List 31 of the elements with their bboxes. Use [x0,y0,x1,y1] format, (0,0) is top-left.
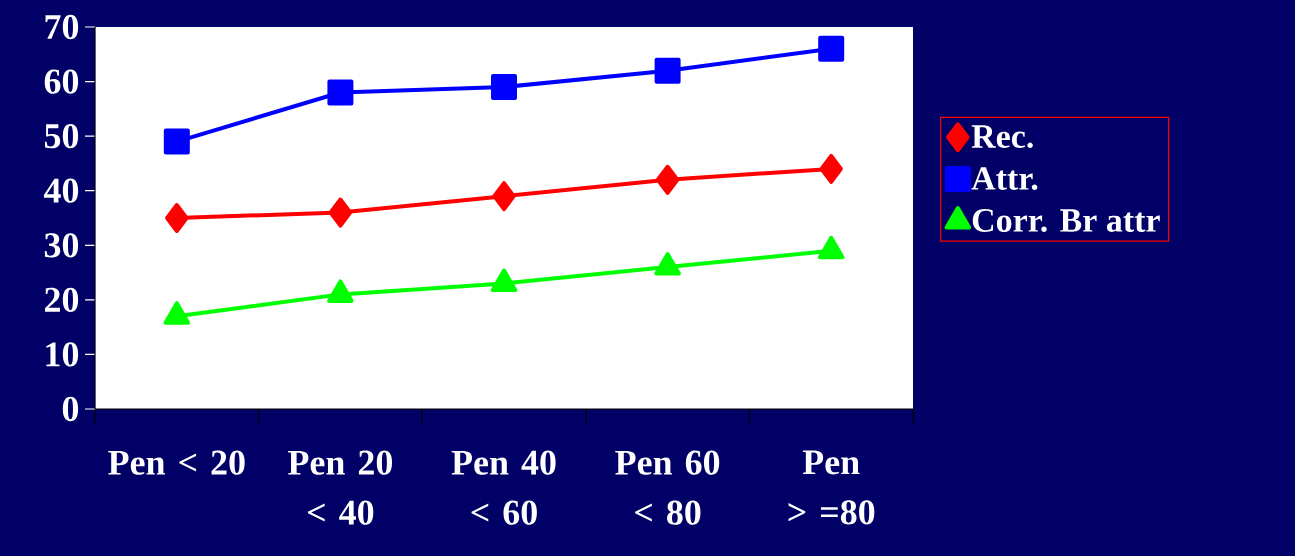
legend-label: Corr. Br attr [972,209,1160,233]
x-tick-label: Pen > =80 [788,450,875,525]
point [491,74,518,101]
point [492,181,516,212]
y-tick-label: 70 [45,14,79,40]
y-tick-label: 50 [44,124,79,149]
x-tick-label: Pen 40 < 60 [451,450,556,525]
point [817,235,845,260]
legend-label: Rec. [971,125,1033,149]
point [490,268,518,292]
y-tick-label: 0 [62,396,79,422]
x-tick-label: Pen < 20 [108,450,245,475]
point [654,57,681,84]
y-tick-label: 10 [46,342,79,367]
y-tick-label: 30 [44,233,79,258]
point [655,164,680,195]
point [654,252,681,276]
point [165,203,189,233]
y-tick-label: 40 [43,178,79,203]
y-tick-label: 20 [44,287,79,312]
point [328,197,353,228]
point [163,301,191,325]
point [327,79,354,106]
point [818,35,845,62]
legend-label: Attr. [971,167,1038,191]
x-tick-label: Pen 60 < 80 [615,450,720,525]
x-tick-label: Pen 20 < 40 [288,450,393,525]
point [163,128,190,155]
point [327,279,354,303]
point [819,153,843,184]
y-tick-label: 60 [44,69,79,94]
